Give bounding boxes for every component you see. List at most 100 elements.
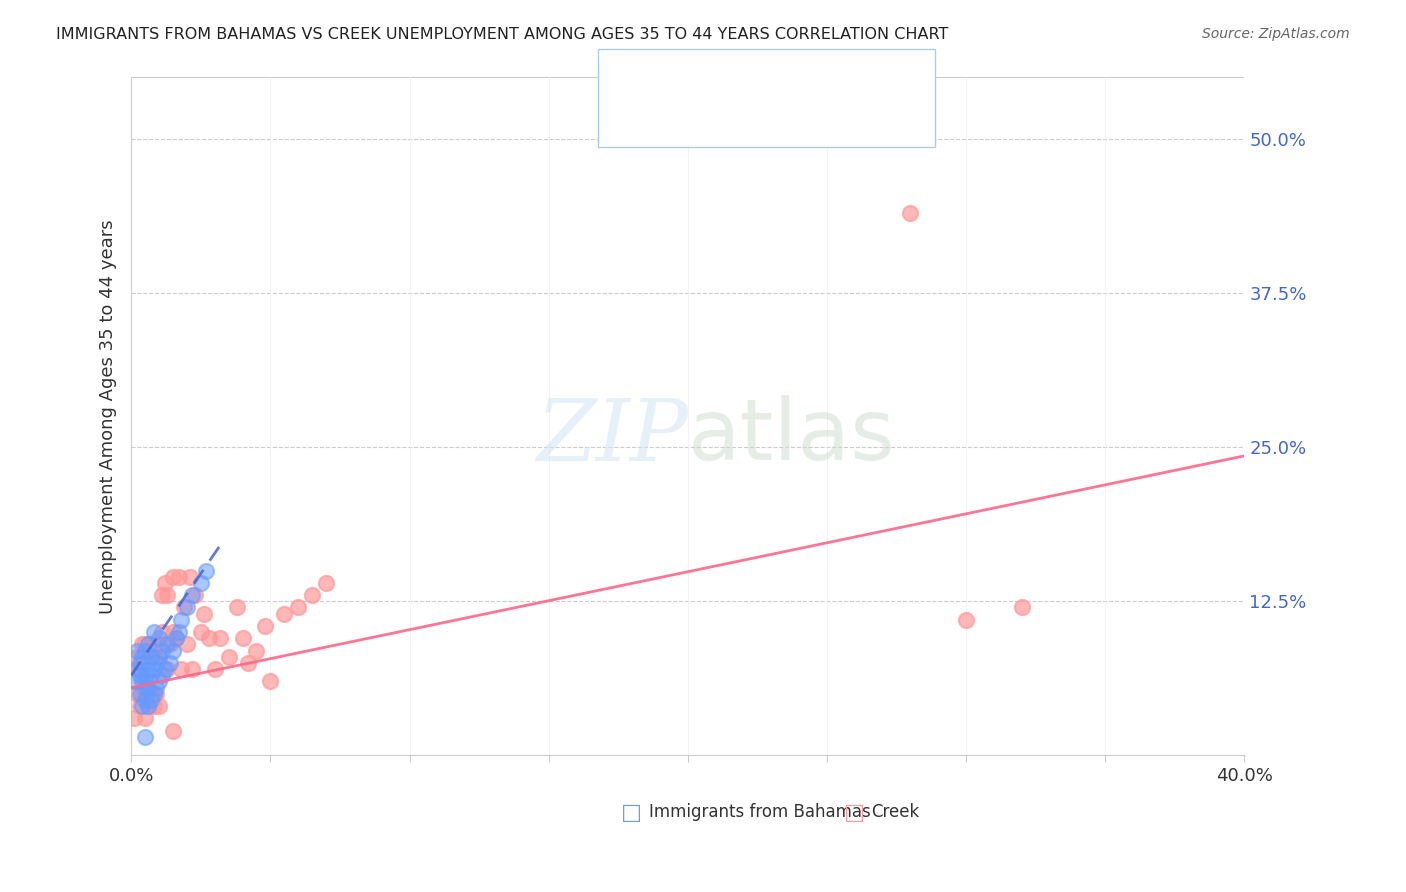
Point xyxy=(134,693,156,707)
Point xyxy=(136,649,159,664)
Point xyxy=(134,711,156,725)
Point xyxy=(162,569,184,583)
Point xyxy=(190,625,212,640)
Point xyxy=(139,693,162,707)
Point xyxy=(145,687,167,701)
Point xyxy=(153,662,176,676)
Point xyxy=(136,699,159,714)
Point xyxy=(131,699,153,714)
Point xyxy=(179,569,201,583)
Point xyxy=(139,637,162,651)
Point xyxy=(159,637,181,651)
Point xyxy=(170,613,193,627)
Point xyxy=(148,649,170,664)
Point xyxy=(181,662,204,676)
Point xyxy=(253,619,276,633)
Point xyxy=(142,649,165,664)
Point xyxy=(128,662,150,676)
Point xyxy=(128,687,150,701)
Point xyxy=(204,662,226,676)
Text: 0.316: 0.316 xyxy=(679,76,731,94)
Point xyxy=(955,613,977,627)
Point xyxy=(176,637,198,651)
Point xyxy=(167,625,190,640)
Point xyxy=(184,588,207,602)
Point xyxy=(162,625,184,640)
Point xyxy=(148,674,170,689)
Text: 57: 57 xyxy=(766,105,789,123)
Point xyxy=(218,649,240,664)
Point xyxy=(125,643,148,657)
Point xyxy=(150,643,173,657)
Point xyxy=(150,668,173,682)
Point xyxy=(1011,600,1033,615)
Point xyxy=(142,662,165,676)
Point xyxy=(195,564,218,578)
Text: ■: ■ xyxy=(626,76,647,95)
Text: □: □ xyxy=(621,803,643,822)
Text: N =: N = xyxy=(724,76,772,94)
Point xyxy=(131,649,153,664)
Point xyxy=(122,674,145,689)
Point xyxy=(136,699,159,714)
Point xyxy=(153,575,176,590)
Text: IMMIGRANTS FROM BAHAMAS VS CREEK UNEMPLOYMENT AMONG AGES 35 TO 44 YEARS CORRELAT: IMMIGRANTS FROM BAHAMAS VS CREEK UNEMPLO… xyxy=(56,27,949,42)
Point xyxy=(125,662,148,676)
Point xyxy=(145,656,167,670)
Point xyxy=(128,668,150,682)
Point xyxy=(131,674,153,689)
Point xyxy=(131,637,153,651)
Point xyxy=(165,632,187,646)
Point xyxy=(167,569,190,583)
Point xyxy=(156,662,179,676)
Text: R =: R = xyxy=(650,105,686,123)
Point xyxy=(198,632,221,646)
Point xyxy=(173,600,195,615)
Point xyxy=(125,649,148,664)
Point xyxy=(134,674,156,689)
Y-axis label: Unemployment Among Ages 35 to 44 years: Unemployment Among Ages 35 to 44 years xyxy=(100,219,117,614)
Point xyxy=(156,637,179,651)
Point xyxy=(900,206,922,220)
Point xyxy=(122,711,145,725)
Text: ZIP: ZIP xyxy=(536,395,688,478)
Point xyxy=(176,600,198,615)
Point xyxy=(142,699,165,714)
Point xyxy=(226,600,249,615)
Text: ■: ■ xyxy=(626,105,647,125)
Point xyxy=(236,656,259,670)
Point xyxy=(142,687,165,701)
Point xyxy=(170,662,193,676)
Point xyxy=(190,575,212,590)
Point xyxy=(136,681,159,695)
Point xyxy=(136,637,159,651)
Point xyxy=(134,681,156,695)
Point xyxy=(128,699,150,714)
Point xyxy=(232,632,254,646)
Point xyxy=(301,588,323,602)
Point xyxy=(150,625,173,640)
Text: Creek: Creek xyxy=(872,803,920,821)
Point xyxy=(209,632,232,646)
Text: Source: ZipAtlas.com: Source: ZipAtlas.com xyxy=(1202,27,1350,41)
Point xyxy=(181,588,204,602)
Point xyxy=(156,588,179,602)
Text: N =: N = xyxy=(724,105,772,123)
Point xyxy=(162,723,184,738)
Point xyxy=(136,662,159,676)
Point xyxy=(134,668,156,682)
Point xyxy=(245,643,267,657)
Point xyxy=(134,730,156,744)
Text: □: □ xyxy=(844,803,865,822)
Text: Immigrants from Bahamas: Immigrants from Bahamas xyxy=(648,803,870,821)
Point xyxy=(134,637,156,651)
Point xyxy=(134,643,156,657)
Point xyxy=(287,600,309,615)
Point xyxy=(315,575,337,590)
Point xyxy=(139,687,162,701)
Text: 42: 42 xyxy=(766,76,790,94)
Point xyxy=(145,681,167,695)
Point xyxy=(273,607,295,621)
Text: atlas: atlas xyxy=(688,395,896,478)
Point xyxy=(139,649,162,664)
